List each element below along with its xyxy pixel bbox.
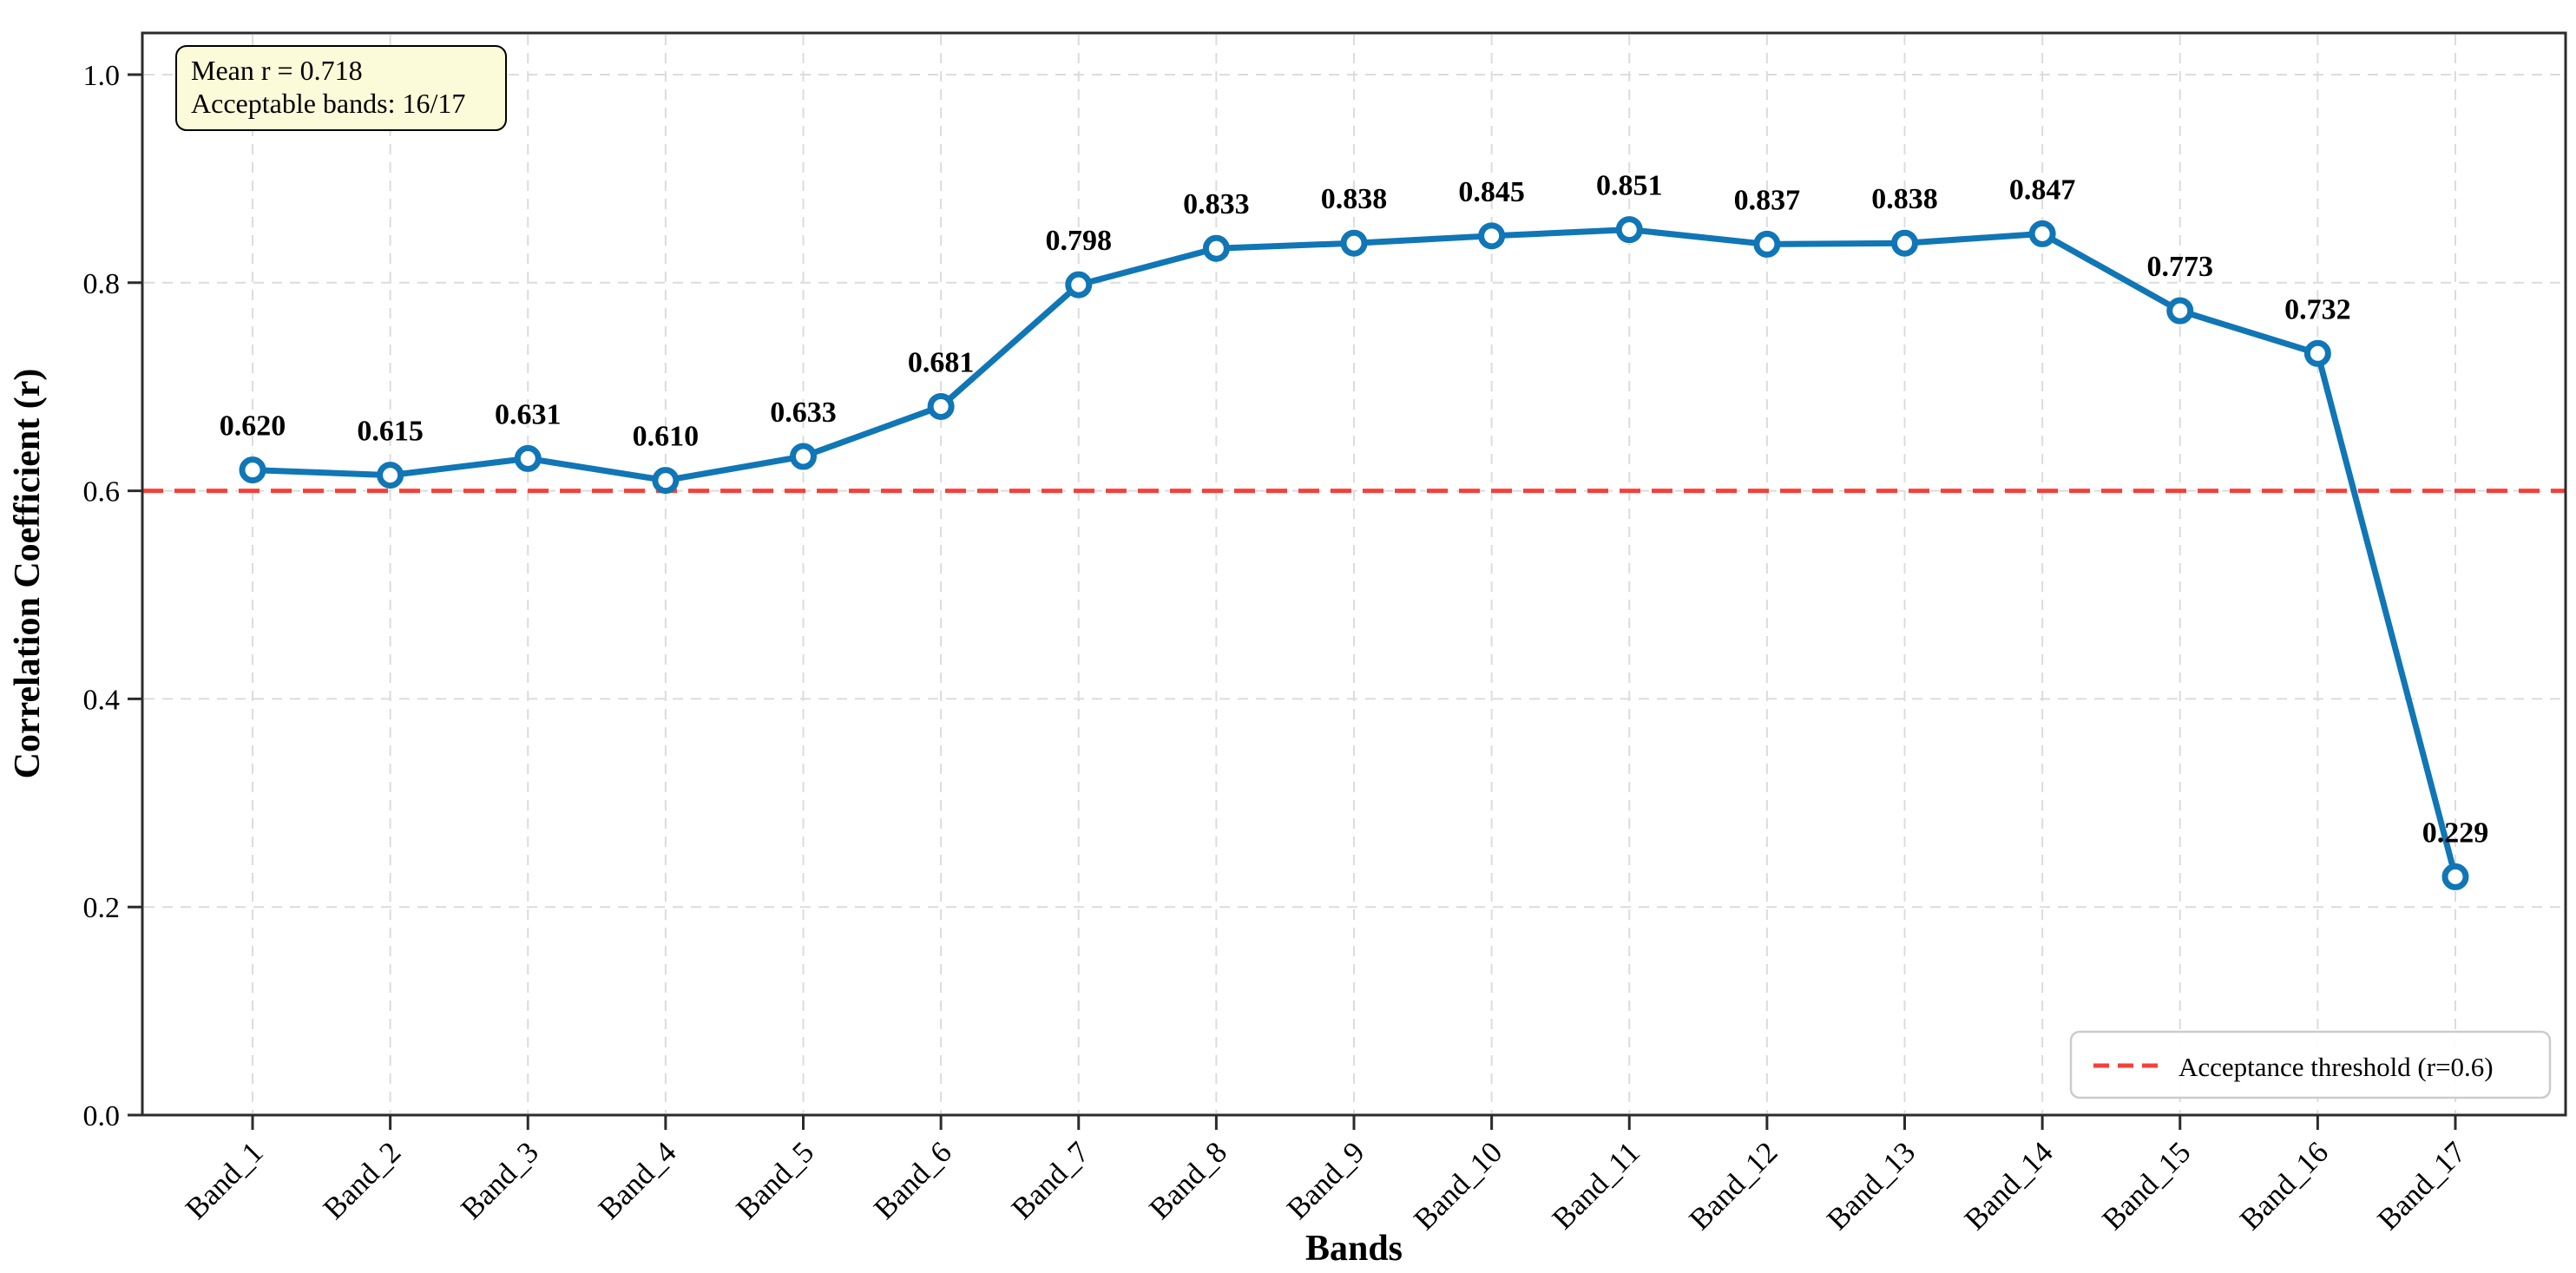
data-point-value-label: 0.773: [2147, 251, 2214, 283]
x-tick-label: Band_1: [179, 1135, 270, 1226]
annotation-box: Mean r = 0.718 Acceptable bands: 16/17: [175, 45, 507, 131]
data-point-value-label: 0.851: [1596, 170, 1663, 202]
data-point-value-label: 0.732: [2284, 293, 2351, 325]
data-point-marker: [1202, 234, 1230, 262]
legend: Acceptance threshold (r=0.6): [2069, 1030, 2552, 1099]
data-point-marker: [1478, 222, 1506, 250]
data-point-value-label: 0.633: [770, 397, 837, 429]
data-point-value-label: 0.847: [2009, 174, 2076, 206]
y-tick-label: 0.0: [83, 1100, 121, 1132]
x-tick-label: Band_16: [2233, 1135, 2335, 1237]
x-tick-label: Band_3: [454, 1135, 545, 1226]
legend-threshold-label: Acceptance threshold (r=0.6): [2178, 1052, 2494, 1082]
data-point-value-label: 0.798: [1046, 225, 1113, 257]
x-axis-title: Bands: [1305, 1229, 1403, 1269]
x-tick-label: Band_11: [1546, 1135, 1646, 1236]
x-tick-label: Band_13: [1820, 1135, 1922, 1237]
data-point-marker: [1065, 271, 1093, 299]
data-point-value-label: 0.838: [1321, 183, 1388, 215]
plot-border: [141, 31, 2567, 1117]
data-point-value-label: 0.610: [633, 421, 700, 453]
data-point-marker: [2166, 297, 2194, 325]
annotation-acceptable-bands: Acceptable bands: 16/17: [191, 88, 465, 119]
data-point-value-label: 0.845: [1458, 176, 1525, 208]
data-point-value-label: 0.681: [908, 346, 975, 378]
annotation-box-background: [175, 45, 507, 131]
legend-box: [2069, 1030, 2552, 1099]
data-point-marker: [1615, 216, 1643, 244]
y-tick-label: 1.0: [83, 60, 121, 92]
data-point-marker: [927, 392, 955, 420]
x-tick-label: Band_5: [730, 1135, 821, 1226]
data-point-marker: [1753, 230, 1781, 258]
annotation-mean-r: Mean r = 0.718: [191, 55, 363, 86]
data-point-marker: [1340, 229, 1368, 257]
x-tick-label: Band_6: [867, 1135, 958, 1226]
data-point-marker: [2028, 220, 2056, 247]
data-point-marker: [2303, 339, 2331, 367]
data-point-value-label: 0.838: [1871, 183, 1938, 215]
y-tick-label: 0.8: [83, 268, 121, 300]
data-point-value-label: 0.620: [220, 410, 286, 443]
x-tick-label: Band_9: [1280, 1135, 1371, 1226]
data-point-marker: [377, 462, 404, 489]
x-tick-label: Band_2: [317, 1135, 408, 1226]
data-point-marker: [514, 444, 542, 472]
x-tick-label: Band_10: [1407, 1135, 1508, 1237]
y-tick-label: 0.4: [83, 684, 121, 716]
x-tick-label: Band_17: [2371, 1135, 2473, 1237]
data-point-marker: [1891, 229, 1918, 257]
x-tick-label: Band_8: [1142, 1135, 1233, 1226]
x-tick-label: Band_14: [1958, 1135, 2060, 1237]
data-point-marker: [790, 443, 817, 470]
data-point-value-label: 0.229: [2422, 817, 2489, 849]
data-point-marker: [2441, 863, 2469, 890]
data-point-marker: [652, 467, 680, 495]
data-point-value-label: 0.631: [495, 398, 562, 430]
data-point-value-label: 0.833: [1183, 188, 1250, 220]
x-tick-label: Band_4: [592, 1135, 683, 1226]
y-axis-title: Correlation Coefficient (r): [8, 369, 48, 779]
data-point-marker: [239, 456, 266, 484]
x-tick-label: Band_12: [1683, 1135, 1784, 1237]
x-tick-label: Band_7: [1005, 1135, 1096, 1226]
data-point-value-label: 0.837: [1734, 184, 1801, 216]
y-tick-label: 0.2: [83, 892, 121, 924]
y-tick-label: 0.6: [83, 476, 121, 509]
x-tick-label: Band_15: [2095, 1135, 2197, 1237]
data-point-value-label: 0.615: [357, 416, 424, 448]
